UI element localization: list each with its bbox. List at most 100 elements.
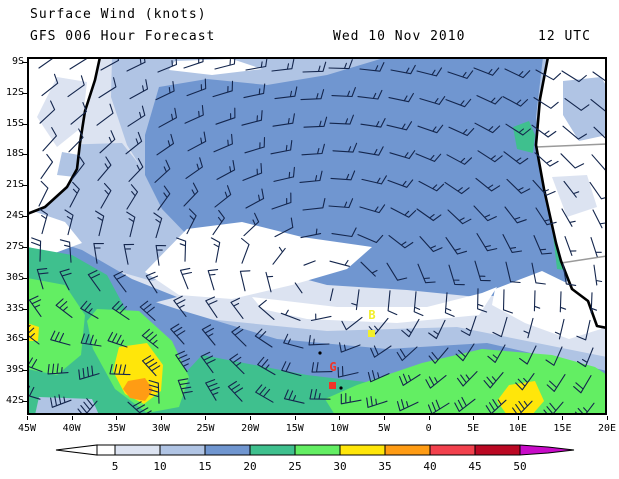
lon-label: 10W [330, 423, 349, 434]
wind-barb [561, 70, 587, 83]
wind-barb [265, 271, 274, 293]
wind-barb [113, 270, 127, 293]
wind-barb [145, 271, 159, 294]
wind-barb [55, 298, 73, 318]
wind-barb [417, 263, 436, 284]
wind-barb [535, 69, 562, 81]
wind-barb [367, 370, 390, 383]
legend-value: 30 [333, 460, 346, 473]
wind-barb [50, 394, 72, 408]
legend-segment [294, 444, 341, 456]
wind-barb [258, 299, 275, 320]
wind-barb [153, 212, 163, 239]
wind-barb [396, 346, 418, 362]
wind-barb [573, 375, 592, 394]
wind-barb [100, 182, 112, 209]
wind-barb [242, 162, 263, 181]
wind-barb [155, 81, 175, 101]
wind-barb [139, 300, 156, 321]
wind-barb [77, 398, 98, 415]
wind-barb [157, 185, 171, 211]
wind-barb [332, 142, 358, 153]
wind-barb [109, 363, 131, 376]
wind-barb [502, 234, 523, 253]
wind-barb [562, 125, 587, 140]
wind-barb [339, 342, 361, 353]
lat-tick [22, 216, 27, 218]
wind-barb [331, 227, 357, 238]
wind-barb [532, 179, 556, 196]
wind-barb [427, 399, 450, 415]
wind-barb [554, 318, 565, 340]
wind-speed-legend: 5 10 15 20 25 30 35 40 45 50 [55, 444, 575, 473]
wind-barb [126, 184, 139, 210]
wind-barb [96, 103, 114, 126]
wind-barb [38, 208, 48, 235]
wind-barb [590, 99, 607, 113]
land-south-america [27, 57, 102, 216]
wind-barb [506, 178, 531, 194]
wind-barb [473, 67, 500, 76]
shade-35-40 [123, 378, 153, 401]
lat-label: 21S [5, 179, 24, 191]
wind-barb [401, 318, 420, 338]
wind-barb [303, 116, 328, 128]
lat-label: 15S [5, 117, 24, 129]
lon-label: 15W [285, 423, 304, 434]
wind-barb [205, 379, 220, 401]
wind-barb [387, 179, 414, 188]
wind-barb [546, 374, 566, 392]
lat-label: 12S [5, 86, 24, 98]
wind-barb [576, 319, 591, 341]
buoy-dots [318, 351, 343, 390]
wind-barb [274, 86, 298, 100]
lat-tick [22, 401, 27, 403]
wind-barb [212, 209, 225, 236]
wind-barb [28, 295, 42, 317]
wind-barb [41, 73, 59, 97]
wind-barb [390, 207, 417, 218]
wind-barb [533, 97, 559, 109]
wind-barb [545, 346, 563, 366]
wind-barb [93, 242, 104, 264]
wind-barb [592, 209, 606, 229]
lon-tick [383, 416, 385, 420]
legend-segment [96, 444, 116, 456]
lat-tick [22, 339, 27, 341]
wind-barb [47, 363, 69, 375]
wind-barb [535, 207, 557, 226]
wind-barb [216, 159, 236, 180]
wind-barb [359, 62, 385, 72]
lat-tick [22, 92, 27, 94]
storm-markers: BG [329, 308, 376, 389]
legend-value: 40 [423, 460, 436, 473]
wind-barb [230, 297, 244, 319]
wind-barb [419, 96, 446, 105]
map-frame [27, 57, 607, 415]
wind-barb [456, 371, 478, 387]
lat-label: 18S [5, 148, 24, 160]
lon-tick [160, 416, 162, 420]
wind-barb [270, 140, 293, 155]
valid-date-label: Wed 10 Nov 2010 [333, 29, 466, 44]
wind-barb [271, 58, 295, 72]
wind-barb [428, 319, 446, 340]
wind-barb [107, 331, 128, 348]
wind-barb [329, 114, 354, 125]
wind-barb [512, 400, 533, 415]
legend-segment [384, 444, 431, 456]
wind-barb [417, 124, 444, 134]
lat-label: 30S [5, 271, 24, 283]
wind-barb [80, 300, 99, 319]
lat-tick [22, 154, 27, 156]
lon-tick [607, 416, 609, 420]
wind-barb [302, 197, 326, 211]
wind-barb [396, 399, 419, 412]
wind-barb [475, 177, 501, 192]
lon-tick [562, 416, 564, 420]
wind-barb [445, 98, 472, 108]
legend-segment [249, 444, 296, 456]
lat-label: 39S [5, 364, 24, 376]
wind-barb [27, 385, 41, 400]
wind-barb [340, 392, 362, 405]
